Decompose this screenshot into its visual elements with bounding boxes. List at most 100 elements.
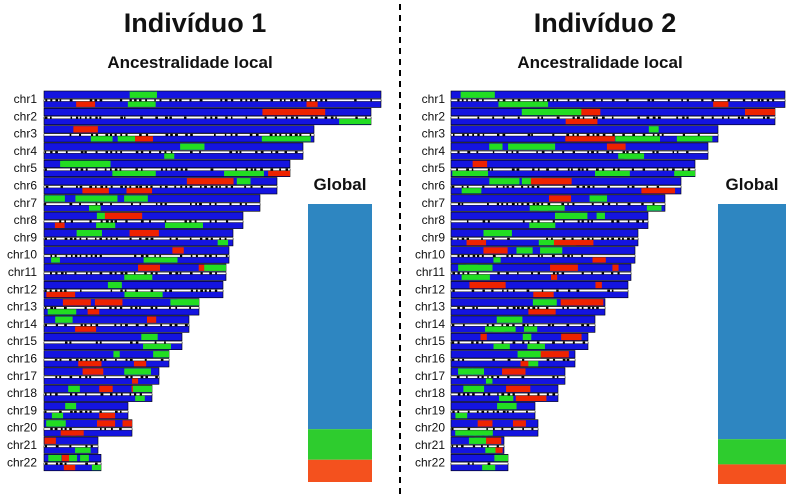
ideogram-band [502,289,504,292]
ideogram-band [150,185,153,188]
ideogram-strip [450,168,696,171]
ideogram-band [245,203,247,206]
ideogram-band [766,116,770,119]
ideogram-band [184,220,187,223]
ideogram-strip [450,341,589,344]
ideogram-band [486,427,488,431]
ideogram-band [551,254,555,258]
ideogram-strip [43,150,304,154]
ideogram-band [572,133,575,136]
ideogram-band [59,220,62,223]
ideogram-band [556,168,559,171]
ancestry-segment [485,446,496,453]
ideogram-band [686,99,689,102]
ideogram-band [144,324,148,327]
ancestry-segment [529,221,556,228]
ancestry-segment [46,290,76,298]
ideogram-band [255,151,258,154]
ideogram-band [537,306,540,309]
ancestry-segment [44,437,56,444]
ideogram-band [492,237,495,240]
ancestry-segment [143,256,178,263]
ancestry-segment [99,385,113,392]
ideogram-band [185,133,188,136]
ideogram-strip [450,393,559,396]
chromosome-label: chr5 [14,161,38,175]
ideogram-band [85,254,88,258]
ideogram-band [164,151,167,154]
ideogram-band [104,358,107,361]
ideogram-band [467,427,471,431]
ideogram-band [457,151,460,154]
ideogram-band [154,341,157,344]
ideogram-band [586,324,590,327]
ideogram-band [119,168,122,171]
ideogram-band [681,99,683,102]
ideogram-band [581,220,584,223]
ideogram-band [556,376,559,379]
ideogram-band [467,462,470,465]
haplotype-bar [43,436,99,445]
ideogram-band [230,99,234,102]
ideogram-band [596,151,599,154]
ancestry-segment [124,368,151,375]
ideogram-band [114,324,117,327]
ideogram-band [512,393,515,396]
ideogram-band [135,151,139,154]
ideogram-band [190,289,194,292]
ancestry-segment [306,100,318,107]
ideogram-band [471,168,474,171]
ideogram-band [69,237,73,240]
ideogram-band [501,203,504,206]
haplotype-base [43,159,291,168]
haplotype-bar [43,350,170,359]
ideogram-band [617,168,620,171]
ideogram-band [85,272,88,275]
haplotype-bar [450,384,559,393]
ideogram-band [154,99,156,102]
ideogram-band [249,133,253,136]
haplotype-bar [43,246,230,255]
ancestry-segment [90,135,113,142]
ideogram-band [602,133,606,136]
ancestry-segment [164,152,175,159]
ideogram-band [184,324,188,327]
ideogram-band [561,203,565,206]
ideogram-band [656,185,660,188]
ideogram-band [462,133,465,136]
ideogram-band [119,99,123,102]
ideogram-band [115,151,118,154]
ideogram-band [522,254,525,258]
ideogram-band [496,185,499,188]
ideogram-band [120,151,123,154]
ideogram-band [502,99,506,102]
ideogram-band [89,358,92,361]
ideogram-band [551,324,555,327]
ideogram-band [134,306,138,309]
ideogram-band [124,185,127,188]
ideogram-band [611,272,614,275]
ideogram-band [235,151,238,154]
ideogram-strip [43,323,190,327]
ideogram-band [567,168,570,171]
chromosome-label: chr17 [415,369,445,383]
ideogram-band [104,427,106,431]
ideogram-band [521,306,524,309]
ancestry-segment [458,368,474,375]
ideogram-band [225,116,228,119]
ideogram-band [626,99,629,102]
haplotype-bar [450,177,682,186]
haplotype-bar [450,453,509,463]
haplotype-bar [450,280,629,290]
ideogram-band [85,376,88,379]
haplotype-base [450,108,776,117]
chromosome-label: chr17 [7,369,37,383]
ideogram-band [65,254,68,258]
ancestry-segment [489,143,503,150]
ideogram-band [536,341,540,344]
ideogram-band [139,99,142,102]
ideogram-band [75,168,79,171]
ideogram-band [164,289,167,292]
ideogram-band [631,237,635,240]
ideogram-band [512,306,516,309]
